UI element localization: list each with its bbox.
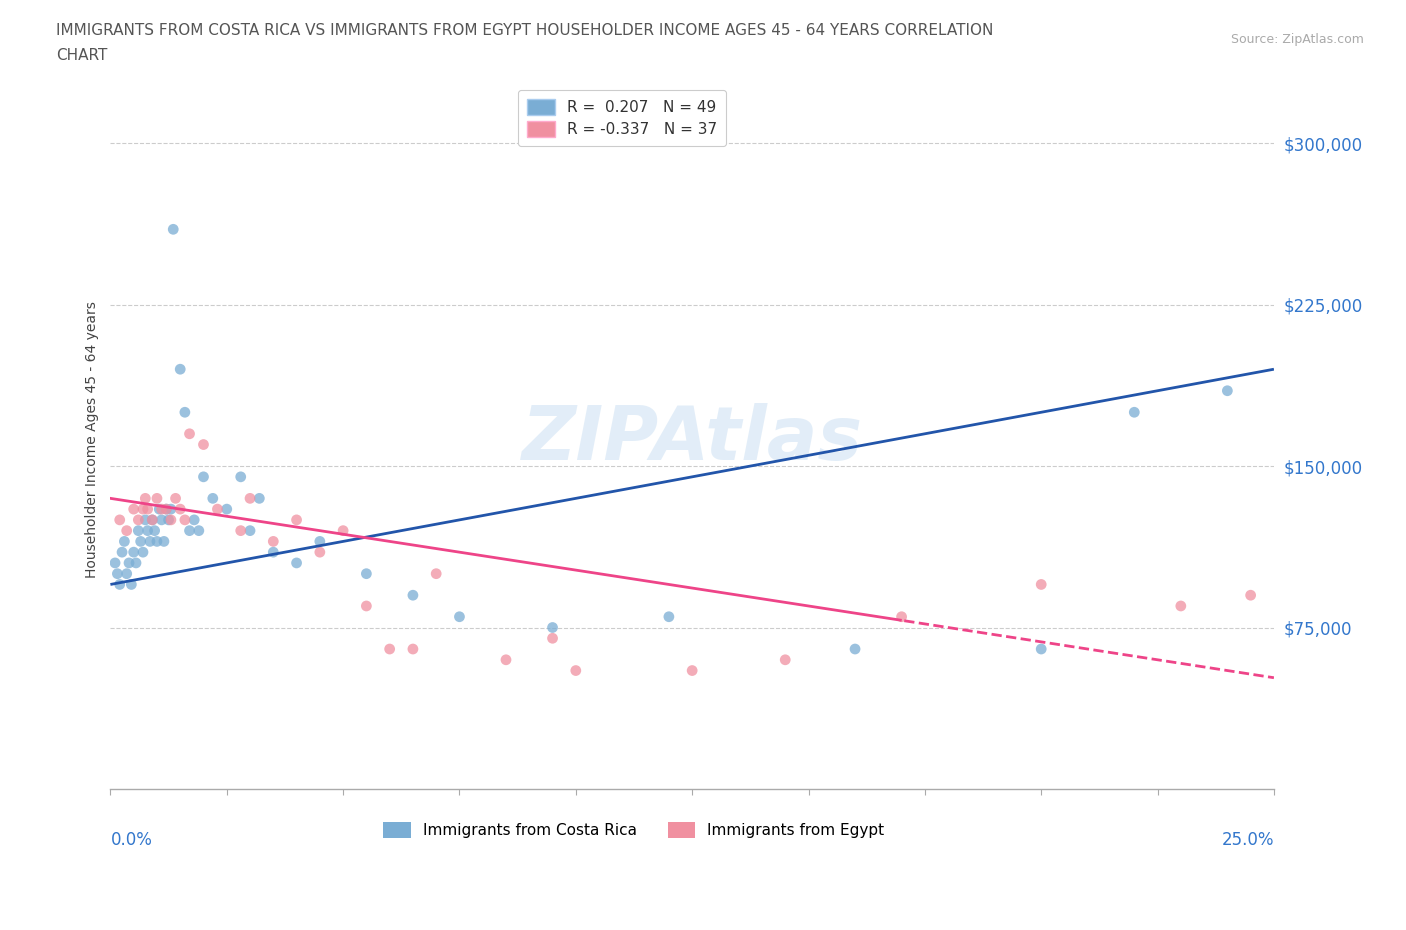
- Text: Source: ZipAtlas.com: Source: ZipAtlas.com: [1230, 33, 1364, 46]
- Point: [127, 512, 149, 527]
- Point: [1031, 642, 1053, 657]
- Point: [122, 501, 145, 516]
- Point: [449, 609, 471, 624]
- Point: [157, 512, 180, 527]
- Point: [136, 524, 159, 538]
- Text: ZIPAtlas: ZIPAtlas: [522, 403, 863, 475]
- Point: [146, 534, 169, 549]
- Point: [160, 501, 183, 516]
- Point: [132, 545, 155, 560]
- Point: [356, 599, 378, 614]
- Point: [153, 534, 176, 549]
- Point: [844, 642, 866, 657]
- Point: [111, 545, 134, 560]
- Point: [125, 555, 148, 570]
- Point: [285, 512, 308, 527]
- Point: [143, 524, 166, 538]
- Text: 0.0%: 0.0%: [111, 830, 152, 849]
- Point: [120, 577, 142, 591]
- Point: [402, 642, 425, 657]
- Point: [215, 501, 238, 516]
- Point: [378, 642, 401, 657]
- Point: [239, 524, 262, 538]
- Y-axis label: Householder Income Ages 45 - 64 years: Householder Income Ages 45 - 64 years: [86, 300, 100, 578]
- Point: [150, 512, 173, 527]
- Point: [115, 566, 138, 581]
- Point: [173, 405, 195, 419]
- Point: [1123, 405, 1146, 419]
- Point: [162, 222, 184, 237]
- Text: IMMIGRANTS FROM COSTA RICA VS IMMIGRANTS FROM EGYPT HOUSEHOLDER INCOME AGES 45 -: IMMIGRANTS FROM COSTA RICA VS IMMIGRANTS…: [56, 23, 994, 38]
- Point: [247, 491, 270, 506]
- Point: [134, 491, 156, 506]
- Point: [773, 652, 796, 667]
- Point: [134, 512, 156, 527]
- Point: [160, 512, 183, 527]
- Text: CHART: CHART: [56, 48, 108, 63]
- Point: [1240, 588, 1263, 603]
- Point: [1170, 599, 1192, 614]
- Point: [179, 524, 201, 538]
- Point: [139, 534, 162, 549]
- Point: [165, 491, 187, 506]
- Point: [136, 501, 159, 516]
- Point: [495, 652, 517, 667]
- Point: [207, 501, 229, 516]
- Point: [127, 524, 149, 538]
- Point: [169, 362, 191, 377]
- Point: [308, 534, 330, 549]
- Point: [402, 588, 425, 603]
- Point: [115, 524, 138, 538]
- Point: [425, 566, 447, 581]
- Point: [108, 512, 131, 527]
- Point: [179, 426, 201, 441]
- Point: [201, 491, 224, 506]
- Point: [541, 620, 564, 635]
- Point: [1031, 577, 1053, 591]
- Point: [193, 470, 215, 485]
- Point: [146, 491, 169, 506]
- Point: [150, 501, 173, 516]
- Point: [229, 524, 252, 538]
- Point: [193, 437, 215, 452]
- Point: [169, 501, 191, 516]
- Point: [118, 555, 141, 570]
- Point: [239, 491, 262, 506]
- Point: [129, 534, 152, 549]
- Legend: Immigrants from Costa Rica, Immigrants from Egypt: Immigrants from Costa Rica, Immigrants f…: [377, 816, 890, 844]
- Point: [112, 534, 135, 549]
- Point: [541, 631, 564, 645]
- Point: [681, 663, 703, 678]
- Point: [108, 577, 131, 591]
- Point: [187, 524, 209, 538]
- Point: [155, 501, 177, 516]
- Point: [262, 534, 284, 549]
- Point: [565, 663, 588, 678]
- Point: [155, 501, 177, 516]
- Point: [308, 545, 330, 560]
- Point: [332, 524, 354, 538]
- Point: [141, 512, 163, 527]
- Point: [105, 566, 128, 581]
- Point: [356, 566, 378, 581]
- Point: [141, 512, 163, 527]
- Point: [658, 609, 681, 624]
- Text: 25.0%: 25.0%: [1222, 830, 1274, 849]
- Point: [285, 555, 308, 570]
- Point: [132, 501, 155, 516]
- Point: [890, 609, 912, 624]
- Point: [262, 545, 284, 560]
- Point: [183, 512, 205, 527]
- Point: [173, 512, 195, 527]
- Point: [148, 501, 170, 516]
- Point: [229, 470, 252, 485]
- Point: [104, 555, 127, 570]
- Point: [122, 545, 145, 560]
- Point: [1216, 383, 1239, 398]
